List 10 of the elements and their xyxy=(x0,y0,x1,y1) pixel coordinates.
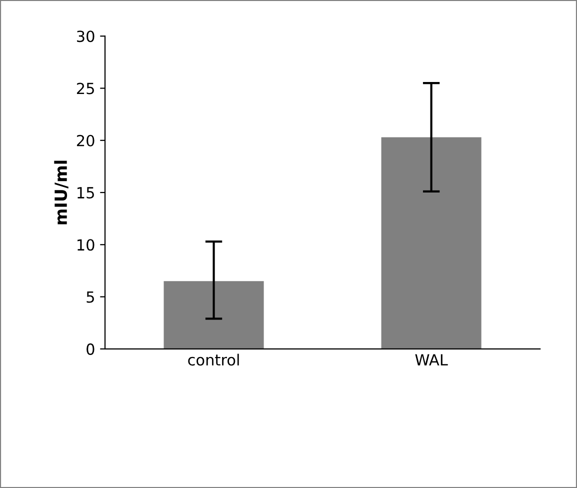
y-tick-label: 15 xyxy=(78,187,94,199)
y-tick-label: 25 xyxy=(76,82,94,94)
y-tick-label: 30 xyxy=(77,30,94,42)
y-axis-title: mIU/ml xyxy=(54,160,68,224)
y-tick-label: 20 xyxy=(76,134,94,146)
y-tick-label: 5 xyxy=(86,291,94,303)
x-tick-label: WAL xyxy=(415,354,448,366)
y-tick-label: 10 xyxy=(78,239,94,251)
x-tick-label: control xyxy=(188,354,239,366)
y-tick-label: 0 xyxy=(86,343,94,355)
